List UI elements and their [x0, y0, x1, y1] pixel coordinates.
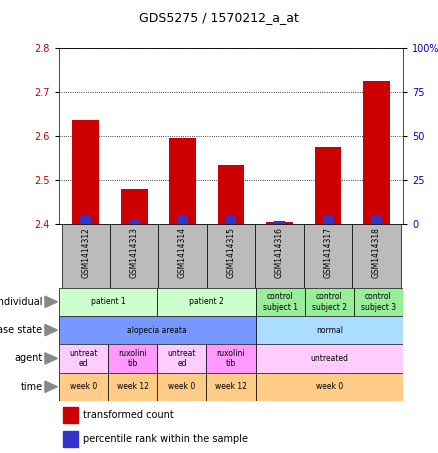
Text: untreat
ed: untreat ed — [70, 349, 98, 368]
Text: week 12: week 12 — [117, 382, 149, 391]
Bar — [274, 221, 285, 224]
Text: percentile rank within the sample: percentile rank within the sample — [83, 434, 248, 444]
Bar — [63, 431, 78, 447]
Bar — [256, 372, 403, 401]
Text: control
subject 1: control subject 1 — [263, 292, 298, 312]
Text: GSM1414312: GSM1414312 — [81, 227, 90, 278]
Bar — [218, 164, 244, 224]
Text: disease state: disease state — [0, 325, 42, 335]
Polygon shape — [45, 296, 57, 308]
Bar — [207, 224, 255, 288]
Bar — [256, 316, 403, 344]
Text: GDS5275 / 1570212_a_at: GDS5275 / 1570212_a_at — [139, 11, 299, 24]
Bar — [110, 224, 159, 288]
Polygon shape — [45, 381, 57, 392]
Text: normal: normal — [316, 326, 343, 335]
Text: GSM1414313: GSM1414313 — [130, 227, 139, 279]
Bar — [59, 372, 108, 401]
Text: agent: agent — [14, 353, 42, 363]
Bar — [108, 344, 157, 372]
Bar — [352, 224, 400, 288]
Text: control
subject 2: control subject 2 — [312, 292, 347, 312]
Bar — [62, 224, 110, 288]
Text: patient 2: patient 2 — [189, 297, 224, 306]
Bar — [314, 147, 341, 224]
Bar — [59, 288, 157, 316]
Text: week 0: week 0 — [70, 382, 97, 391]
Text: time: time — [21, 382, 42, 392]
Bar — [226, 216, 237, 224]
Bar — [157, 344, 206, 372]
Bar — [108, 372, 157, 401]
Bar — [59, 316, 256, 344]
Text: individual: individual — [0, 297, 42, 307]
Bar — [363, 81, 390, 224]
Text: control
subject 3: control subject 3 — [361, 292, 396, 312]
Bar — [159, 224, 207, 288]
Bar — [72, 120, 99, 224]
Text: week 0: week 0 — [316, 382, 343, 391]
Bar — [266, 222, 293, 224]
Text: GSM1414318: GSM1414318 — [372, 227, 381, 278]
Bar — [322, 216, 333, 224]
Text: GSM1414315: GSM1414315 — [226, 227, 236, 279]
Bar — [59, 344, 108, 372]
Bar — [81, 215, 91, 224]
Text: alopecia areata: alopecia areata — [127, 326, 187, 335]
Bar — [255, 224, 304, 288]
Text: GSM1414314: GSM1414314 — [178, 227, 187, 279]
Bar — [121, 189, 148, 224]
Bar — [157, 288, 256, 316]
Bar — [170, 138, 196, 224]
Bar — [63, 407, 78, 423]
Text: untreat
ed: untreat ed — [168, 349, 196, 368]
Polygon shape — [45, 353, 57, 364]
Text: ruxolini
tib: ruxolini tib — [217, 349, 245, 368]
Text: patient 1: patient 1 — [91, 297, 126, 306]
Bar — [304, 224, 352, 288]
Bar — [177, 215, 188, 224]
Text: GSM1414316: GSM1414316 — [275, 227, 284, 279]
Text: ruxolini
tib: ruxolini tib — [119, 349, 147, 368]
Text: untreated: untreated — [310, 354, 348, 363]
Text: week 12: week 12 — [215, 382, 247, 391]
Text: week 0: week 0 — [168, 382, 195, 391]
Bar — [305, 288, 354, 316]
Bar — [157, 372, 206, 401]
Bar — [256, 344, 403, 372]
Text: GSM1414317: GSM1414317 — [323, 227, 332, 279]
Bar — [371, 215, 381, 224]
Bar — [256, 288, 305, 316]
Bar — [129, 219, 140, 224]
Text: transformed count: transformed count — [83, 410, 174, 420]
Polygon shape — [45, 324, 57, 336]
Bar — [206, 372, 256, 401]
Bar — [206, 344, 256, 372]
Bar — [354, 288, 403, 316]
